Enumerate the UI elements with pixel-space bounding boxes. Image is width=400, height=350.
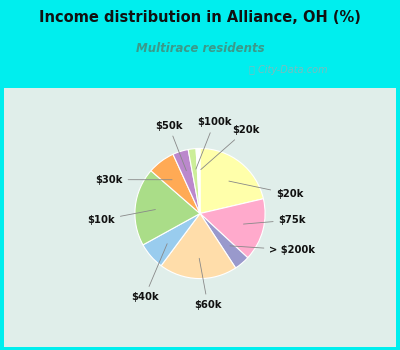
Wedge shape (143, 214, 200, 266)
Text: > $200k: > $200k (230, 245, 316, 255)
Text: $20k: $20k (201, 125, 259, 170)
Text: $50k: $50k (155, 121, 186, 171)
Wedge shape (151, 154, 200, 214)
Wedge shape (188, 148, 200, 214)
Wedge shape (135, 171, 200, 245)
Text: $40k: $40k (131, 244, 167, 302)
Wedge shape (200, 148, 263, 214)
Text: $20k: $20k (229, 181, 304, 199)
Text: $10k: $10k (87, 210, 155, 225)
Wedge shape (173, 149, 200, 214)
Wedge shape (200, 214, 248, 268)
Text: Ⓢ City-Data.com: Ⓢ City-Data.com (249, 65, 327, 75)
Text: Multirace residents: Multirace residents (136, 42, 264, 55)
Text: $30k: $30k (95, 175, 172, 185)
Wedge shape (196, 148, 200, 214)
Text: $75k: $75k (244, 215, 306, 225)
Wedge shape (161, 214, 236, 279)
Text: Income distribution in Alliance, OH (%): Income distribution in Alliance, OH (%) (39, 10, 361, 26)
Wedge shape (200, 199, 265, 258)
Text: $100k: $100k (196, 117, 232, 169)
Text: $60k: $60k (194, 258, 222, 310)
